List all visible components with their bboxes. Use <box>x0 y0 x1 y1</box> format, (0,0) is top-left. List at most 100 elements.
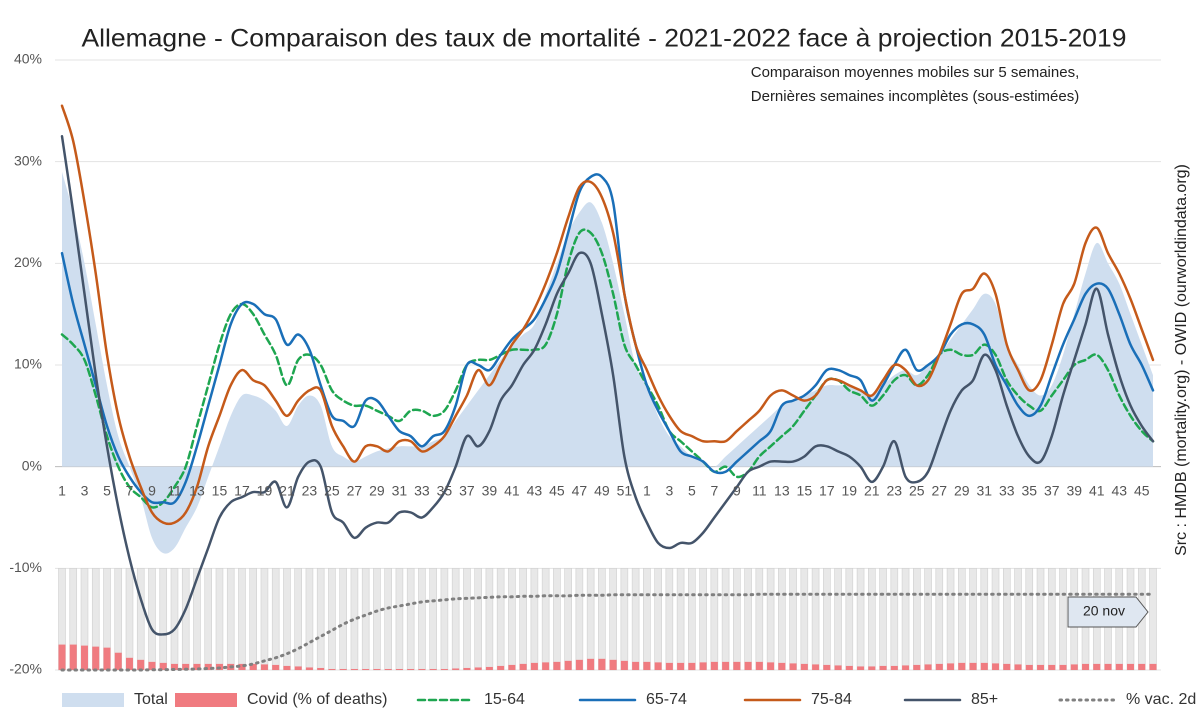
bar-background <box>935 568 944 671</box>
bar <box>778 662 786 670</box>
bar-background <box>890 568 899 671</box>
bar-background <box>710 568 719 671</box>
bar-background <box>620 568 629 671</box>
x-tick-label: 13 <box>774 482 790 498</box>
bar-background <box>980 568 989 671</box>
bar-background <box>508 568 516 671</box>
bar <box>969 662 977 670</box>
y-tick-label: 10% <box>14 356 42 372</box>
x-tick-label: 19 <box>842 482 858 498</box>
bar <box>868 666 876 670</box>
x-tick-label: 35 <box>1021 482 1037 498</box>
bar-background <box>406 568 415 671</box>
bar <box>485 666 493 670</box>
bar <box>339 668 347 670</box>
x-tick-label: 11 <box>752 482 767 498</box>
bar-background <box>294 568 302 671</box>
x-tick-label: 37 <box>1044 482 1060 498</box>
bar-background <box>564 568 572 671</box>
bar <box>125 657 133 670</box>
bar <box>508 664 516 670</box>
bar <box>1014 664 1022 670</box>
line <box>60 173 1155 505</box>
bar-background <box>418 568 426 671</box>
x-tick-label: 11 <box>167 482 182 498</box>
x-tick-label: 45 <box>549 482 565 498</box>
x-tick-label: 5 <box>103 482 111 498</box>
bar <box>845 665 853 670</box>
x-tick-label: 9 <box>148 482 156 498</box>
bar-background <box>226 568 235 671</box>
legend-label: 75-84 <box>811 691 852 708</box>
bar-background <box>159 568 168 671</box>
bar <box>148 661 156 670</box>
bar <box>654 662 662 670</box>
bar <box>137 659 145 670</box>
bar <box>272 664 280 670</box>
bar <box>587 658 595 670</box>
bar <box>1082 663 1090 670</box>
bar-background <box>1025 568 1034 671</box>
bar-background <box>1014 568 1022 671</box>
bar <box>632 661 640 670</box>
bar-background <box>766 568 775 671</box>
bar <box>395 668 403 670</box>
bar <box>947 663 955 670</box>
bar <box>879 665 887 670</box>
bar <box>553 661 561 670</box>
bar <box>823 664 831 670</box>
bar-background <box>260 568 269 671</box>
line <box>60 104 1155 526</box>
bar-background <box>553 568 561 671</box>
x-tick-label: 7 <box>126 482 134 498</box>
source: Src : HMDB (mortality.org) - OWID (ourwo… <box>1173 164 1190 556</box>
bar-background <box>991 568 1000 671</box>
annotation-box <box>1067 596 1149 628</box>
bar <box>1104 663 1112 670</box>
bar-background <box>643 568 651 671</box>
annotation: 20 nov <box>1083 603 1125 619</box>
bar <box>452 668 460 670</box>
bar <box>598 658 606 670</box>
bar <box>350 668 358 670</box>
bar-background <box>339 568 347 671</box>
bar-background <box>148 568 156 671</box>
x-tick-label: 19 <box>257 482 273 498</box>
x-tick-label: 9 <box>733 482 741 498</box>
bar <box>744 661 752 670</box>
x-tick-label: 41 <box>504 482 520 498</box>
bar-background <box>800 568 809 671</box>
bar <box>81 645 88 670</box>
bar <box>182 663 190 670</box>
bar-background <box>913 568 921 671</box>
bar <box>384 668 392 670</box>
x-tick-label: 37 <box>459 482 475 498</box>
bar-background <box>598 568 606 671</box>
legend-label: 15-64 <box>484 691 525 708</box>
bar-background <box>1002 568 1011 671</box>
bar-background <box>676 568 685 671</box>
bar-background <box>1047 568 1056 671</box>
bar-background <box>744 568 752 671</box>
bar-background <box>699 568 707 671</box>
bar <box>1115 663 1123 670</box>
bar <box>1003 663 1011 670</box>
bar <box>249 663 257 670</box>
bar-background <box>586 568 595 671</box>
bar-background <box>463 568 471 671</box>
bar <box>238 663 246 670</box>
bar-background <box>688 568 696 671</box>
bar <box>1025 664 1033 670</box>
bar <box>688 662 696 670</box>
x-tick-label: 25 <box>324 482 340 498</box>
bar <box>1127 663 1134 670</box>
bar <box>755 661 763 670</box>
bar-background <box>868 568 876 671</box>
x-tick-label: 51 <box>617 482 633 498</box>
bar-background <box>1059 568 1067 671</box>
bar-background <box>271 568 280 671</box>
chart-title: Allemagne - Comparaison des taux de mort… <box>82 25 1127 53</box>
bar <box>328 668 336 670</box>
bar <box>463 667 471 670</box>
